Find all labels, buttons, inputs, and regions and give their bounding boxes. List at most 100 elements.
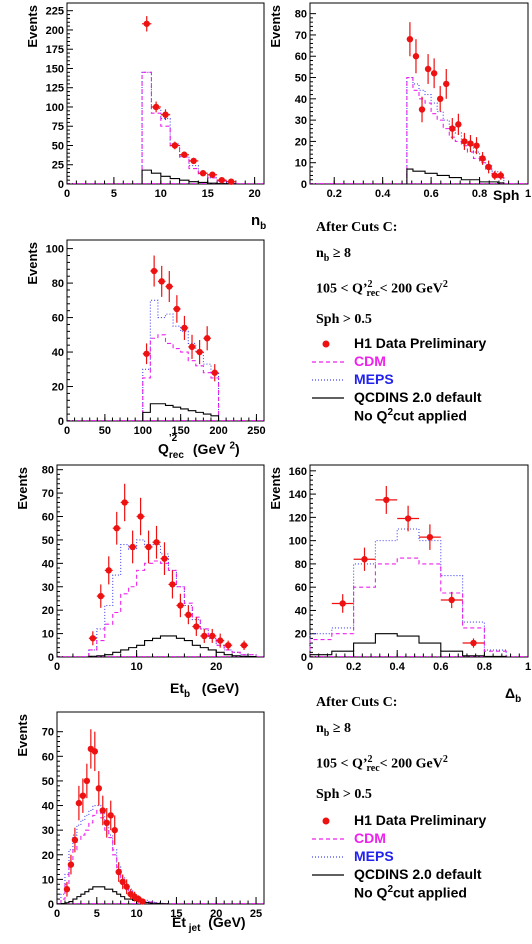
- data-point: [240, 642, 248, 649]
- y-tick-label: 40: [42, 801, 54, 813]
- x-tick-label: 0.2: [327, 188, 342, 200]
- data-point: [89, 635, 97, 642]
- data-point: [201, 632, 208, 640]
- solid-line-icon: [312, 874, 344, 876]
- data-point: [83, 777, 91, 785]
- y-tick-label: 125: [46, 83, 64, 95]
- chart-delta: 0 20 40 60 80 100 120 140 160 0 0.2 0.4 0.6 0.8 1 Event…: [268, 464, 531, 673]
- y-tick-label: 225: [46, 6, 64, 18]
- data-point: [143, 20, 150, 27]
- data-marker-icon: [322, 340, 330, 348]
- meps-histogram: [406, 76, 505, 184]
- data-point: [123, 883, 130, 890]
- dashed-line-icon: [312, 361, 344, 363]
- dashed-line-icon: [312, 838, 344, 840]
- dotted-line-icon: [312, 379, 344, 381]
- plot-frame: [66, 239, 265, 422]
- chart-etjet: 0 10 20 30 40 50 60 70 0 5 10 15 20 25 Events: [15, 711, 265, 920]
- data-point: [199, 170, 207, 177]
- y-tick-label: 160: [289, 466, 307, 478]
- x-tick-label: 1: [525, 188, 531, 200]
- x-tick-label: 20: [210, 908, 222, 920]
- y-axis-label: Events: [15, 467, 30, 510]
- y-tick-label: 25: [52, 160, 64, 172]
- data-point: [418, 106, 426, 113]
- y-tick-label: 0: [301, 179, 307, 191]
- y-tick-label: 80: [52, 278, 64, 290]
- qcdins-histogram: [142, 403, 220, 421]
- data-point: [188, 343, 196, 351]
- y-tick-label: 0: [58, 416, 64, 428]
- data-point: [107, 812, 114, 819]
- x-tick-label: 100: [134, 425, 152, 437]
- data-point: [497, 172, 504, 179]
- data-point: [412, 53, 420, 60]
- y-tick-label: 50: [42, 776, 54, 788]
- data-point: [137, 513, 144, 520]
- cdm-histogram: [88, 560, 257, 657]
- data-point: [152, 103, 160, 111]
- x-tick-label: 5: [94, 908, 100, 920]
- data-point: [383, 496, 390, 504]
- data-point: [211, 369, 218, 376]
- cdm-histogram: [141, 71, 237, 184]
- x-tick-label: 0: [64, 425, 70, 437]
- data-point: [203, 335, 211, 342]
- data-point: [99, 807, 106, 814]
- data-point: [71, 836, 79, 844]
- y-tick-label: 200: [46, 25, 64, 37]
- x-tick-label: 5: [111, 188, 117, 200]
- solid-line-icon: [312, 397, 344, 399]
- data-point: [67, 861, 75, 868]
- cdm-histogram: [142, 334, 220, 421]
- cuts-info-top: After Cuts C: nb ≥ 8 105 < Q’2rec< 200 G…: [316, 215, 448, 333]
- x-tick-label: 25: [250, 908, 262, 920]
- x-tick-label: 200: [209, 425, 227, 437]
- y-tick-label: 70: [42, 727, 54, 739]
- x-tick-label: 0.2: [346, 661, 361, 673]
- data-point: [173, 305, 181, 313]
- y-tick-label: 20: [295, 629, 307, 641]
- data-point: [181, 151, 188, 158]
- data-point: [171, 142, 179, 149]
- data-point: [145, 543, 152, 551]
- qcdins-histogram: [88, 635, 257, 658]
- y-axis-label: Events: [15, 714, 30, 757]
- data-marker-icon: [322, 817, 330, 825]
- chart-etb: 0 10 20 30 40 50 60 70 80 0 10 20 Events: [15, 464, 265, 673]
- xlabel-nb: nb: [251, 212, 267, 232]
- data-point: [113, 525, 120, 532]
- data-point: [217, 637, 224, 644]
- data-point: [448, 596, 455, 604]
- y-tick-label: 70: [295, 30, 307, 42]
- qcdins-histogram: [406, 168, 505, 184]
- cut-nb: nb ≥ 8: [316, 721, 352, 739]
- data-point: [79, 792, 87, 799]
- data-point: [139, 898, 146, 905]
- x-tick-label: 0.8: [477, 661, 492, 673]
- y-tick-label: 40: [52, 347, 64, 359]
- x-tick-label: 15: [202, 188, 214, 200]
- data-point: [443, 80, 450, 88]
- data-point: [491, 172, 498, 179]
- chart-sph: 0 10 20 30 40 50 60 70 80 0.2 0.4 0.6 0.8 1 Events: [268, 2, 531, 200]
- y-tick-label: 20: [42, 850, 54, 862]
- dotted-line-icon: [312, 856, 344, 858]
- qcdins-histogram: [60, 886, 170, 905]
- y-tick-label: 100: [46, 244, 64, 256]
- y-tick-label: 10: [295, 158, 307, 170]
- meps-histogram: [60, 804, 170, 905]
- data-point: [185, 611, 192, 619]
- x-tick-label: 20: [248, 188, 260, 200]
- y-tick-label: 70: [42, 488, 54, 500]
- x-tick-label: 0.6: [423, 188, 438, 200]
- data-point: [190, 157, 197, 165]
- data-point: [406, 36, 414, 43]
- data-point: [153, 539, 160, 546]
- y-tick-label: 60: [42, 512, 54, 524]
- data-point: [470, 639, 477, 647]
- cut-q2: 105 < Q’2rec< 200 GeV2: [316, 753, 448, 775]
- data-point: [426, 533, 434, 541]
- xlabel-etb: Etb (GeV): [170, 680, 240, 700]
